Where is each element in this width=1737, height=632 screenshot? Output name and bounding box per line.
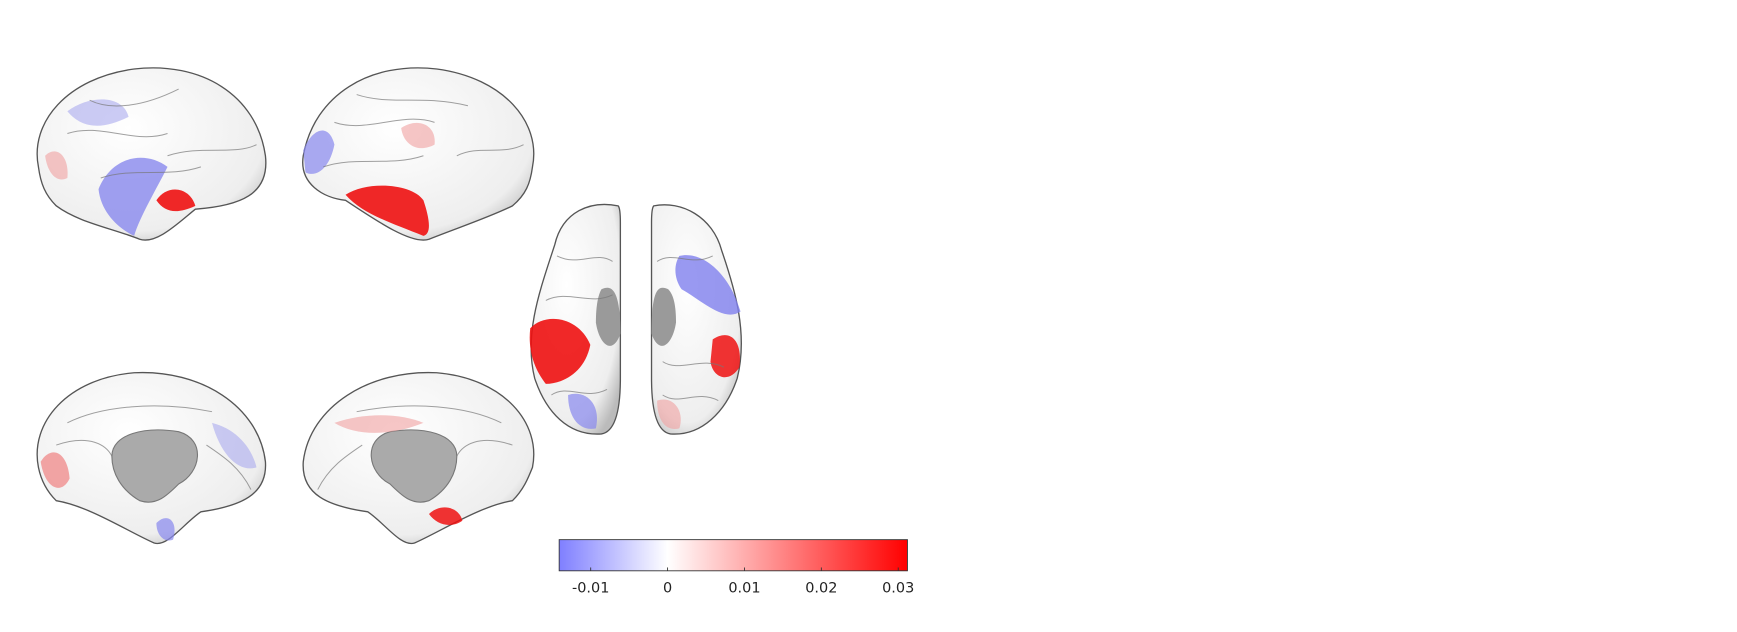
brain-medial-right — [302, 371, 535, 545]
colorbar-gradient — [558, 539, 908, 572]
colorbar: -0.01 0 0.01 0.02 0.03 — [558, 539, 914, 597]
tick-label: 0 — [663, 581, 672, 597]
brain-lateral-left — [36, 67, 267, 241]
tick-label: 0.01 — [728, 581, 760, 597]
tick-label: 0.02 — [805, 581, 837, 597]
brain-lateral-right — [302, 67, 535, 241]
tick-label: 0.03 — [882, 581, 914, 597]
brain-views — [36, 67, 743, 545]
brain-medial-left — [36, 371, 267, 545]
brain-dorsal-right — [650, 204, 743, 435]
tick-label: -0.01 — [572, 581, 609, 597]
brain-dorsal-left — [529, 203, 622, 435]
